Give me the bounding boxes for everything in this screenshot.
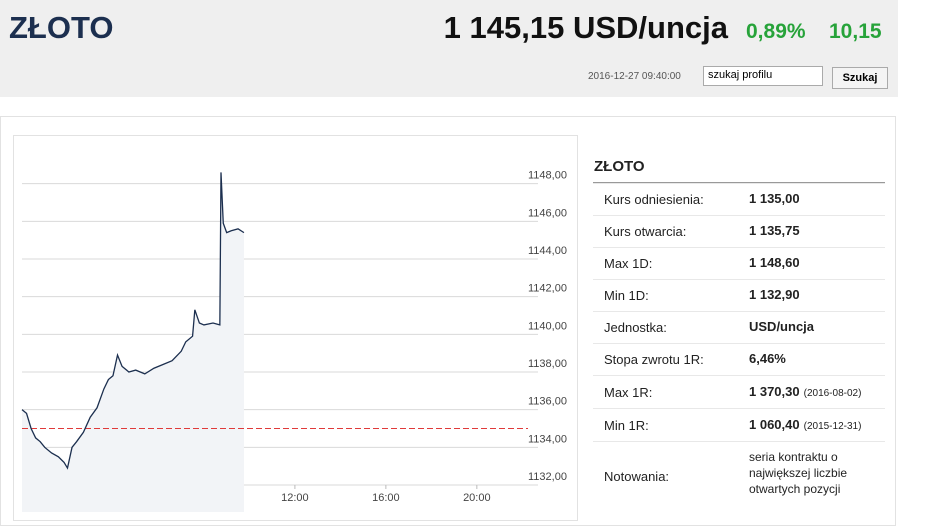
row-label: Min 1R: bbox=[604, 417, 649, 433]
row-value: 1 060,40 (2015-12-31) bbox=[749, 417, 861, 432]
header: ZŁOTO 1 145,15 USD/uncja 0,89% 10,15 201… bbox=[0, 0, 898, 97]
area bbox=[22, 172, 244, 512]
value-text: 1 060,40 bbox=[749, 416, 800, 432]
row-label: Min 1D: bbox=[604, 288, 649, 303]
y-tick-label: 1138,00 bbox=[528, 358, 567, 370]
y-tick-label: 1136,00 bbox=[528, 396, 567, 408]
table-title: ZŁOTO bbox=[594, 158, 645, 175]
table-row: Min 1D: 1 132,90 bbox=[593, 279, 885, 312]
row-label: Max 1R: bbox=[604, 384, 653, 400]
y-tick-label: 1142,00 bbox=[528, 283, 567, 295]
row-value: 1 132,90 bbox=[749, 287, 800, 302]
y-tick-label: 1148,00 bbox=[528, 170, 567, 182]
timestamp: 2016-12-27 09:40:00 bbox=[588, 71, 681, 82]
row-label: Max 1D: bbox=[604, 256, 653, 271]
row-label: Kurs otwarcia: bbox=[604, 224, 687, 239]
row-value: USD/uncja bbox=[749, 319, 814, 334]
row-value: 1 135,00 bbox=[749, 191, 800, 206]
y-tick-label: 1134,00 bbox=[528, 433, 567, 445]
y-tick-label: 1132,00 bbox=[528, 471, 567, 483]
price-line bbox=[21, 172, 245, 470]
value-text: 1 135,75 bbox=[749, 223, 800, 238]
row-label: Jednostka: bbox=[604, 320, 667, 335]
row-label: Kurs odniesienia: bbox=[604, 192, 704, 207]
table-row: Stopa zwrotu 1R: 6,46% bbox=[593, 343, 885, 376]
table-row: Max 1D: 1 148,60 bbox=[593, 247, 885, 280]
row-value: 1 135,75 bbox=[749, 223, 800, 238]
row-label: Stopa zwrotu 1R: bbox=[604, 352, 704, 367]
row-value: 6,46% bbox=[749, 351, 786, 366]
value-text: 1 148,60 bbox=[749, 255, 800, 270]
value-note: (2015-12-31) bbox=[803, 420, 862, 432]
table-row: Kurs odniesienia: 1 135,00 bbox=[593, 183, 885, 216]
price: 1 145,15 USD/uncja bbox=[443, 10, 728, 45]
value-text: 1 370,30 bbox=[749, 383, 800, 399]
change-abs: 10,15 bbox=[829, 20, 882, 43]
value-text: 6,46% bbox=[749, 351, 786, 366]
table-row: Jednostka: USD/uncja bbox=[593, 311, 885, 344]
y-tick-label: 1146,00 bbox=[528, 207, 567, 219]
x-tick-label: 20:00 bbox=[463, 492, 491, 504]
table-row: Kurs otwarcia: 1 135,75 bbox=[593, 215, 885, 248]
row-value: seria kontraktu o największej liczbie ot… bbox=[749, 449, 869, 497]
y-tick-label: 1140,00 bbox=[528, 320, 567, 332]
x-tick-label: 16:00 bbox=[372, 492, 400, 504]
value-note: (2016-08-02) bbox=[803, 387, 862, 399]
value-text: seria kontraktu o największej liczbie ot… bbox=[749, 450, 848, 496]
row-label: Notowania: bbox=[604, 469, 670, 484]
row-value: 1 148,60 bbox=[749, 255, 800, 270]
search-input[interactable]: szukaj profilu bbox=[703, 66, 823, 86]
value-text: 1 132,90 bbox=[749, 287, 800, 302]
search-button[interactable]: Szukaj bbox=[832, 67, 888, 89]
value-text: 1 135,00 bbox=[749, 191, 800, 206]
row-value: 1 370,30 (2016-08-02) bbox=[749, 384, 861, 399]
y-tick-label: 1144,00 bbox=[528, 245, 567, 257]
table-row: Notowania: seria kontraktu o największej … bbox=[593, 441, 885, 512]
x-tick-label: 12:00 bbox=[281, 492, 309, 504]
title: ZŁOTO bbox=[9, 10, 114, 45]
change-pct: 0,89% bbox=[746, 20, 806, 43]
value-text: USD/uncja bbox=[749, 319, 815, 334]
chart-box bbox=[13, 135, 578, 521]
table-row: Max 1R: 1 370,30 (2016-08-02) bbox=[593, 375, 885, 409]
table-row: Min 1R: 1 060,40 (2015-12-31) bbox=[593, 408, 885, 442]
